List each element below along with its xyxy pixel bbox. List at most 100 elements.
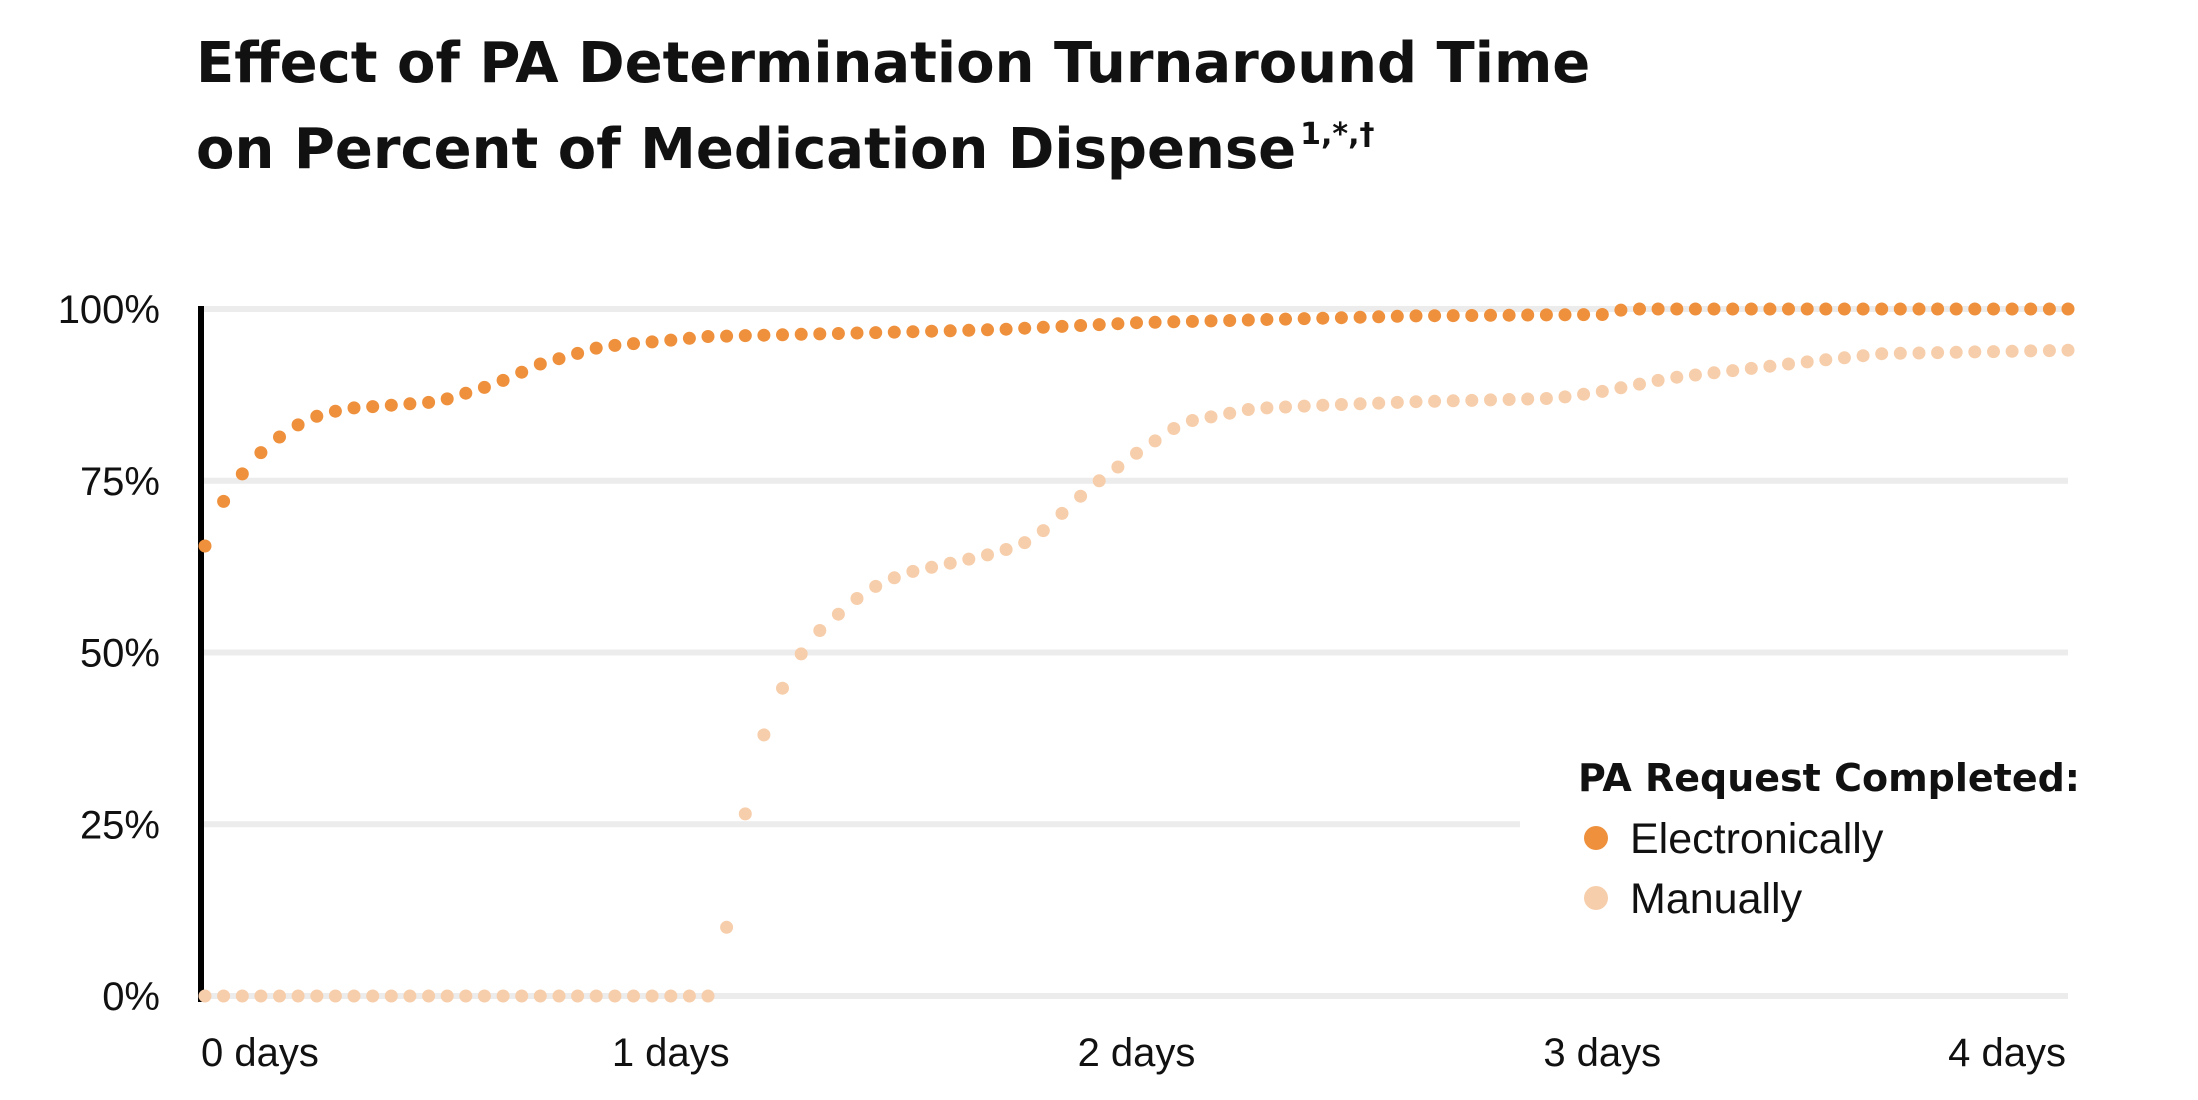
point-electronically [887,325,901,339]
point-electronically [347,401,361,415]
point-electronically [533,357,547,371]
point-manually [1521,392,1535,406]
point-electronically [1949,302,1963,316]
point-manually [757,728,771,742]
point-manually [235,989,249,1003]
legend-swatch-manually [1584,886,1608,910]
point-manually [1800,355,1814,369]
point-electronically [850,326,864,340]
point-manually [981,548,994,562]
point-manually [1223,406,1237,420]
point-electronically [1856,302,1870,316]
legend-label-manually: Manually [1630,875,1803,923]
point-manually [347,989,361,1003]
point-manually [1651,373,1665,387]
point-manually [1707,366,1721,380]
point-electronically [627,337,640,351]
point-manually [1297,399,1311,413]
point-electronically [794,327,808,341]
point-electronically [1726,302,1740,316]
point-electronically [1577,308,1591,322]
point-manually [1726,364,1740,378]
point-electronically [291,418,305,432]
point-manually [533,989,547,1003]
point-electronically [925,324,939,338]
point-manually [645,989,659,1003]
point-manually [1968,345,1982,359]
point-electronically [1688,302,1702,316]
point-manually [1130,446,1143,460]
point-electronically [1819,302,1833,316]
point-manually [1539,392,1553,405]
point-manually [440,989,454,1003]
point-manually [850,592,864,605]
point-manually [999,543,1013,556]
point-electronically [1707,302,1721,316]
point-manually [1055,506,1069,520]
point-manually [310,989,324,1003]
point-manually [682,989,696,1003]
point-electronically [477,380,491,394]
x-axis-ticks: 0 days 1 days 2 days 3 days 4 days [201,1031,2066,1075]
legend: PA Request Completed: Electronically Man… [1578,756,2080,923]
point-manually [1949,345,1963,359]
x-tick-label: 0 days [201,1031,319,1075]
x-tick-label: 4 days [1948,1031,2066,1075]
point-manually [1595,384,1609,398]
point-manually [1819,353,1833,367]
point-manually [1390,395,1404,409]
point-manually [1036,524,1050,538]
point-electronically [1092,318,1106,332]
point-manually [1279,400,1292,414]
point-electronically [906,325,920,339]
point-manually [1260,401,1274,415]
point-manually [459,989,473,1003]
point-manually [1465,393,1479,407]
point-manually [254,989,268,1003]
point-electronically [1185,314,1199,328]
point-manually [2024,344,2038,358]
legend-swatch-electronically [1584,826,1608,850]
point-manually [1893,346,1907,360]
point-electronically [1353,310,1367,324]
point-manually [571,989,585,1003]
point-electronically [459,386,473,400]
point-electronically [235,467,249,481]
point-manually [515,989,529,1003]
point-manually [1372,396,1386,410]
point-electronically [1111,317,1125,331]
point-manually [1614,381,1628,395]
point-electronically [1633,302,1646,316]
point-manually [217,989,231,1003]
point-manually [291,989,305,1003]
point-manually [1446,394,1460,408]
point-electronically [1502,308,1516,322]
point-manually [2042,344,2056,358]
point-electronically [1782,302,1795,316]
point-electronically [776,328,789,342]
point-manually [1856,349,1870,363]
point-manually [608,989,622,1003]
point-manually [1148,434,1162,448]
point-electronically [1428,309,1442,323]
point-manually [720,920,734,934]
point-electronically [1539,308,1553,322]
point-electronically [1074,319,1088,332]
point-electronically [1241,313,1255,327]
point-manually [906,564,920,578]
point-manually [627,989,640,1003]
point-manually [1987,345,2000,359]
point-manually [1018,536,1032,550]
point-electronically [1316,311,1330,325]
chart-title-superscript: 1,*,† [1300,117,1374,152]
point-electronically [1409,309,1423,323]
point-electronically [1987,302,2000,316]
y-tick-label: 100% [58,288,160,332]
series-electronically [198,302,2075,553]
point-manually [496,989,510,1003]
point-manually [869,579,883,593]
point-manually [738,807,752,821]
point-manually [1353,397,1367,411]
point-electronically [1390,309,1404,323]
point-manually [366,989,380,1003]
